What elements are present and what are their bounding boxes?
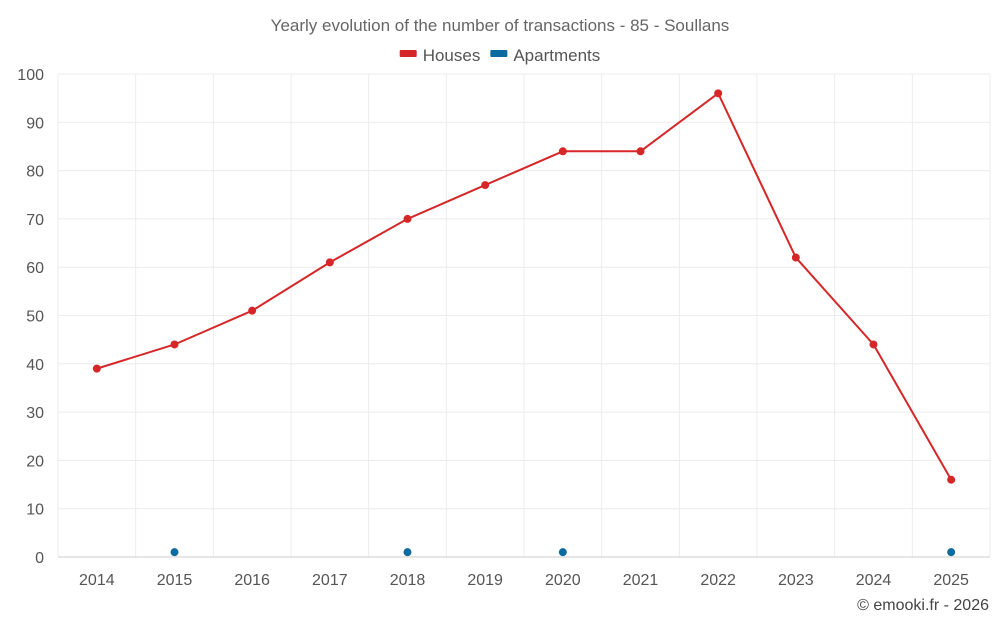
data-point-houses-2018[interactable] xyxy=(403,214,412,223)
x-tick-label: 2017 xyxy=(312,572,348,589)
x-tick-label: 2015 xyxy=(157,572,193,589)
x-axis: 2014 2015 2016 2017 2018 2019 2020 2021 2022 2023… xyxy=(79,572,969,589)
data-point-houses-2021[interactable] xyxy=(636,147,645,156)
y-tick-label: 60 xyxy=(26,260,44,277)
x-tick-label: 2019 xyxy=(467,572,503,589)
x-tick-label: 2023 xyxy=(778,572,814,589)
grid xyxy=(57,73,991,558)
y-axis: 0 10 20 30 40 50 60 70 80 90 100 xyxy=(17,67,44,567)
legend-swatch xyxy=(399,50,417,57)
x-tick-label: 2020 xyxy=(545,572,581,589)
legend-label: Houses xyxy=(423,46,481,65)
y-tick-label: 90 xyxy=(26,115,44,132)
data-point-apartments-2015[interactable] xyxy=(170,548,179,557)
legend-swatch xyxy=(490,50,508,57)
legend-item-apartments[interactable]: Apartments xyxy=(490,46,600,65)
data-point-houses-2025[interactable] xyxy=(947,475,956,484)
data-point-houses-2024[interactable] xyxy=(869,340,878,349)
y-tick-label: 20 xyxy=(26,453,44,470)
data-point-houses-2019[interactable] xyxy=(481,181,490,190)
data-point-houses-2015[interactable] xyxy=(170,340,179,349)
credit-text: © emooki.fr - 2026 xyxy=(857,597,989,614)
data-point-apartments-2020[interactable] xyxy=(558,548,567,557)
y-tick-label: 70 xyxy=(26,212,44,229)
x-tick-label: 2018 xyxy=(390,572,426,589)
x-tick-label: 2022 xyxy=(700,572,736,589)
data-point-houses-2017[interactable] xyxy=(325,258,334,267)
series-houses xyxy=(92,89,956,484)
data-point-houses-2022[interactable] xyxy=(714,89,723,98)
chart-title: Yearly evolution of the number of transa… xyxy=(271,16,730,35)
data-point-houses-2020[interactable] xyxy=(558,147,567,156)
data-point-apartments-2018[interactable] xyxy=(403,548,412,557)
series-layer xyxy=(92,89,956,557)
data-point-apartments-2025[interactable] xyxy=(947,548,956,557)
y-tick-label: 30 xyxy=(26,405,44,422)
series-apartments xyxy=(170,548,956,557)
data-point-houses-2016[interactable] xyxy=(248,306,257,315)
x-tick-label: 2025 xyxy=(933,572,969,589)
series-line-houses xyxy=(96,92,953,481)
legend-item-houses[interactable]: Houses xyxy=(399,46,481,65)
data-point-houses-2023[interactable] xyxy=(791,253,800,262)
x-tick-label: 2021 xyxy=(623,572,659,589)
y-tick-label: 40 xyxy=(26,357,44,374)
x-tick-label: 2016 xyxy=(234,572,270,589)
legend: Houses Apartments xyxy=(399,46,600,65)
legend-label: Apartments xyxy=(513,46,600,65)
y-tick-label: 50 xyxy=(26,309,44,326)
y-tick-label: 10 xyxy=(26,502,44,519)
x-tick-label: 2014 xyxy=(79,572,115,589)
data-point-houses-2014[interactable] xyxy=(92,364,101,373)
y-tick-label: 100 xyxy=(17,67,44,84)
y-tick-label: 0 xyxy=(35,550,44,567)
x-tick-label: 2024 xyxy=(856,572,892,589)
y-tick-label: 80 xyxy=(26,164,44,181)
